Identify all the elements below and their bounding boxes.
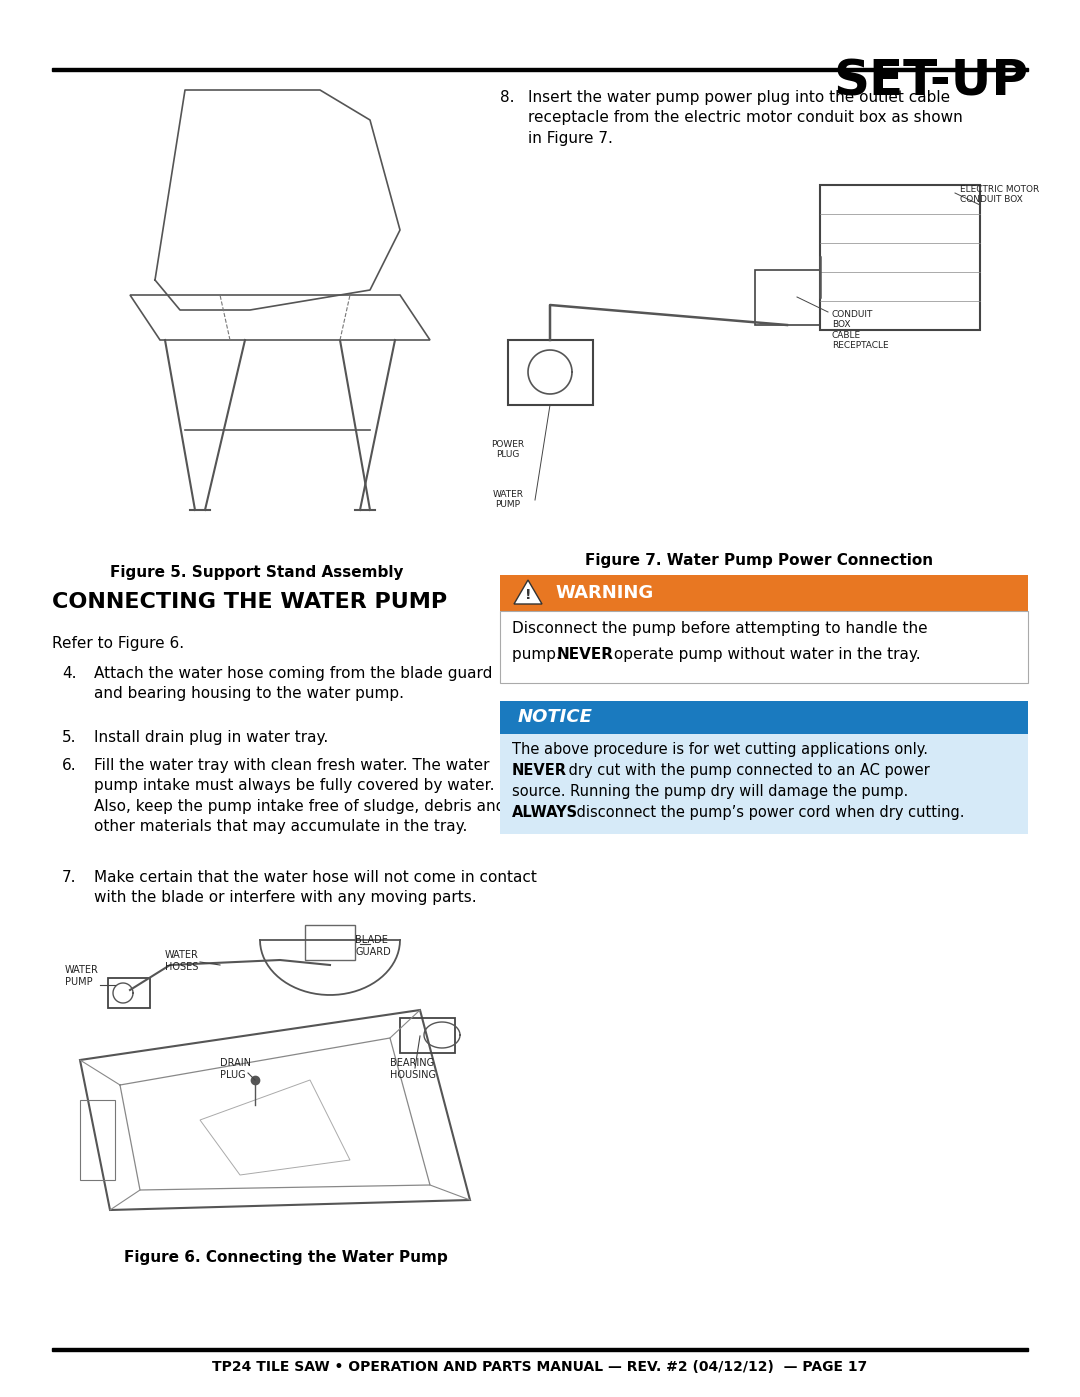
Bar — [400, 1018, 455, 1053]
Text: The above procedure is for wet cutting applications only.: The above procedure is for wet cutting a… — [512, 742, 928, 757]
Text: pump.: pump. — [512, 647, 566, 662]
Text: NEVER: NEVER — [512, 763, 567, 778]
Text: POWER
PLUG: POWER PLUG — [491, 440, 525, 460]
Text: !: ! — [525, 588, 531, 602]
Text: operate pump without water in the tray.: operate pump without water in the tray. — [609, 647, 920, 662]
Polygon shape — [514, 580, 542, 604]
Bar — [500, 610, 1028, 683]
Text: Insert the water pump power plug into the outlet cable
receptacle from the elect: Insert the water pump power plug into th… — [528, 89, 962, 145]
Text: NEVER: NEVER — [557, 647, 615, 662]
Text: TP24 TILE SAW • OPERATION AND PARTS MANUAL — REV. #2 (04/12/12)  — PAGE 17: TP24 TILE SAW • OPERATION AND PARTS MANU… — [213, 1361, 867, 1375]
Text: SET-UP: SET-UP — [833, 59, 1028, 106]
Text: Install drain plug in water tray.: Install drain plug in water tray. — [94, 731, 328, 745]
Text: WARNING: WARNING — [555, 584, 653, 602]
Text: ALWAYS: ALWAYS — [512, 805, 578, 820]
Text: WATER
PUMP: WATER PUMP — [65, 965, 99, 986]
Bar — [508, 339, 593, 405]
Text: Fill the water tray with clean fresh water. The water
pump intake must always be: Fill the water tray with clean fresh wat… — [94, 759, 505, 834]
Text: Refer to Figure 6.: Refer to Figure 6. — [52, 636, 184, 651]
Text: Attach the water hose coming from the blade guard
and bearing housing to the wat: Attach the water hose coming from the bl… — [94, 666, 492, 701]
Text: CONDUIT
BOX
CABLE
RECEPTACLE: CONDUIT BOX CABLE RECEPTACLE — [832, 310, 889, 351]
Text: dry cut with the pump connected to an AC power: dry cut with the pump connected to an AC… — [564, 763, 930, 778]
Text: CONNECTING THE WATER PUMP: CONNECTING THE WATER PUMP — [52, 592, 447, 612]
Bar — [820, 184, 980, 330]
Text: Make certain that the water hose will not come in contact
with the blade or inte: Make certain that the water hose will no… — [94, 870, 537, 905]
Text: 7.: 7. — [62, 870, 77, 886]
Bar — [500, 576, 1028, 610]
Bar — [108, 978, 150, 1009]
Text: 4.: 4. — [62, 666, 77, 680]
Text: DRAIN
PLUG: DRAIN PLUG — [220, 1058, 251, 1080]
Text: 5.: 5. — [62, 731, 77, 745]
Text: ELECTRIC MOTOR
CONDUIT BOX: ELECTRIC MOTOR CONDUIT BOX — [960, 184, 1039, 204]
Text: NOTICE: NOTICE — [518, 708, 593, 726]
Bar — [500, 701, 1028, 733]
Text: disconnect the pump’s power cord when dry cutting.: disconnect the pump’s power cord when dr… — [572, 805, 964, 820]
Bar — [52, 1348, 1028, 1351]
Text: WATER
PUMP: WATER PUMP — [492, 490, 524, 510]
Text: Figure 6. Connecting the Water Pump: Figure 6. Connecting the Water Pump — [124, 1250, 448, 1266]
Text: Disconnect the pump before attempting to handle the: Disconnect the pump before attempting to… — [512, 622, 928, 636]
Bar — [755, 270, 820, 326]
Text: 6.: 6. — [62, 759, 77, 773]
Text: BEARING
HOUSING: BEARING HOUSING — [390, 1058, 436, 1080]
Text: BLADE
GUARD: BLADE GUARD — [355, 935, 391, 957]
Text: 8.: 8. — [500, 89, 514, 105]
Bar — [500, 733, 1028, 834]
Text: Figure 5. Support Stand Assembly: Figure 5. Support Stand Assembly — [110, 564, 404, 580]
Text: WATER
HOSES: WATER HOSES — [165, 950, 199, 971]
Bar — [52, 68, 1028, 71]
Text: Figure 7. Water Pump Power Connection: Figure 7. Water Pump Power Connection — [585, 553, 933, 569]
Bar — [305, 925, 355, 960]
Bar — [80, 1099, 114, 1180]
Text: source. Running the pump dry will damage the pump.: source. Running the pump dry will damage… — [512, 784, 908, 799]
